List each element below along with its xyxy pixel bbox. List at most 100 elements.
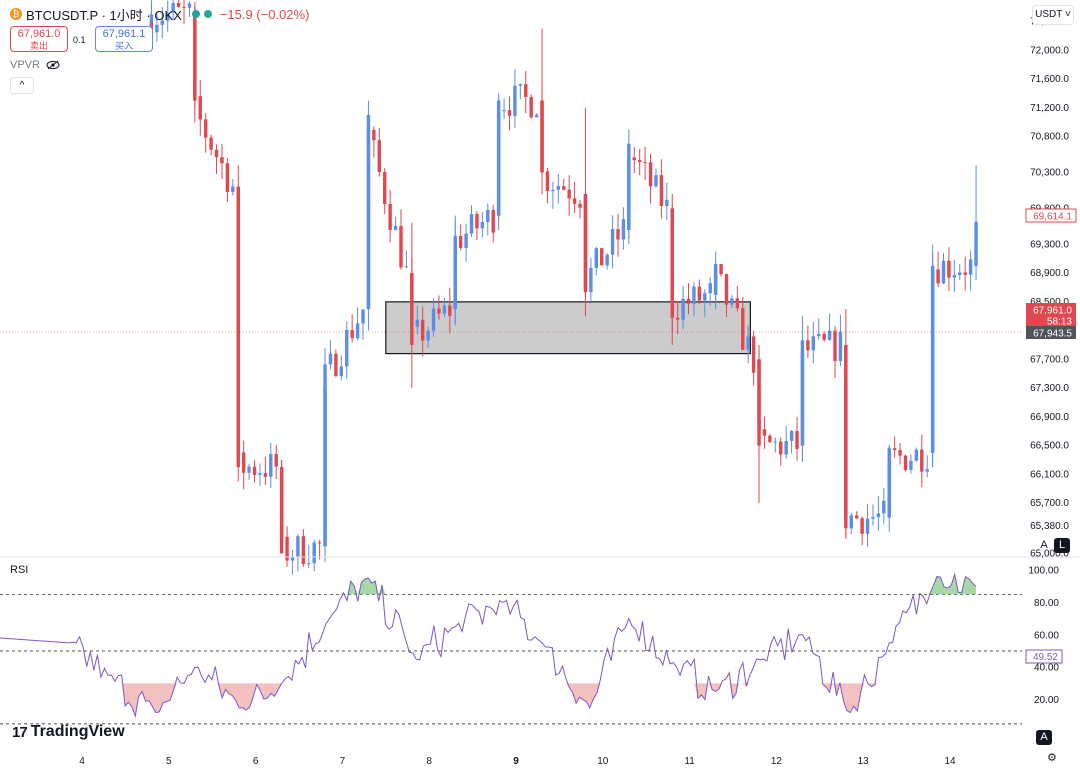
candle-body xyxy=(247,466,251,473)
indicator-vpvr[interactable]: VPVR xyxy=(10,59,60,71)
candle-body xyxy=(616,229,620,240)
rsi-last-value-label: 49.52 xyxy=(1033,652,1058,663)
candle-body xyxy=(925,469,929,472)
log-scale-button[interactable]: L xyxy=(1054,538,1070,553)
rsi-oversold-fill xyxy=(579,683,583,700)
rsi-overbought-fill xyxy=(350,581,355,595)
rsi-oversold-fill xyxy=(572,683,577,704)
candle-body xyxy=(675,317,680,320)
rsi-oversold-fill xyxy=(152,683,156,713)
rsi-last-value-box xyxy=(1025,649,1063,664)
candle-body xyxy=(545,171,550,192)
rsi-oversold-fill xyxy=(593,683,597,700)
rsi-line xyxy=(0,572,977,719)
candle-body xyxy=(898,450,902,456)
candle-body xyxy=(610,229,615,255)
candle-body xyxy=(214,149,219,158)
candle-body xyxy=(708,283,712,294)
rsi-overbought-fill xyxy=(936,576,941,595)
rsi-oversold-fill xyxy=(169,683,174,701)
sell-button[interactable]: 67,961.0 卖出 xyxy=(10,26,68,52)
candle-body xyxy=(155,24,159,33)
candle-body xyxy=(583,194,588,288)
candle-body xyxy=(876,513,881,518)
candle-body xyxy=(551,189,555,192)
candle-body xyxy=(518,84,523,86)
candle-body xyxy=(909,460,913,470)
candle-body xyxy=(865,518,870,534)
candles xyxy=(149,0,978,575)
chart-header: ₿ BTCUSDT.P · 1小时 · OKX −15.9 (−0.02%) xyxy=(10,5,309,23)
candle-body xyxy=(637,160,642,163)
tradingview-mark-icon: 17 xyxy=(12,723,28,741)
candle-body xyxy=(854,515,859,519)
candle-body xyxy=(806,340,810,351)
tradingview-logo[interactable]: 17 TradingView xyxy=(12,723,125,741)
candle-body xyxy=(258,473,262,475)
candle-body xyxy=(285,536,289,561)
eye-hidden-icon[interactable] xyxy=(46,60,60,70)
rsi-oversold-fill xyxy=(569,683,573,693)
time-axis[interactable]: 4 5 6 7 8 9 10 11 12 13 14 xyxy=(79,756,956,767)
candle-body xyxy=(393,225,398,230)
candle-body xyxy=(480,222,485,229)
candle-body xyxy=(621,219,626,240)
candle-body xyxy=(231,186,235,192)
sell-label: 卖出 xyxy=(29,41,48,51)
candle-body xyxy=(751,336,756,373)
price-tick-label: 72,000.0 xyxy=(1030,45,1069,56)
candle-body xyxy=(502,110,506,112)
candle-body xyxy=(198,96,202,120)
rsi-overbought-fill xyxy=(347,581,351,595)
candle-body xyxy=(442,305,447,314)
candle-body xyxy=(681,298,685,320)
price-tick-label: 70,800.0 xyxy=(1030,132,1069,143)
price-tick-label: 71,200.0 xyxy=(1030,103,1069,114)
candle-body xyxy=(686,298,691,304)
candle-body xyxy=(437,308,441,314)
buy-button[interactable]: 67,961.1 买入 xyxy=(95,26,153,52)
candle-body xyxy=(388,204,392,230)
candle-body xyxy=(849,515,853,529)
collapse-button[interactable]: ^ xyxy=(10,77,34,94)
zone-rect[interactable] xyxy=(385,301,751,355)
candle-body xyxy=(860,518,864,534)
rsi-oversold-fill xyxy=(732,683,737,699)
candle-body xyxy=(274,454,278,467)
prev-close-label: 69,614.1 xyxy=(1033,212,1072,223)
time-tick-label: 5 xyxy=(166,756,172,767)
currency-selector[interactable]: USDT ˅ xyxy=(1032,5,1074,25)
candle-body xyxy=(600,248,604,266)
auto-scale-button[interactable]: A xyxy=(1040,539,1048,551)
candle-body xyxy=(361,309,365,324)
candle-body xyxy=(263,473,268,477)
rsi-overbought-fill xyxy=(965,576,969,595)
price-tick-label: 68,900.0 xyxy=(1030,268,1069,279)
rsi-auto-scale-button[interactable]: A xyxy=(1036,730,1052,745)
rsi-oversold-fill xyxy=(246,683,250,711)
candle-body xyxy=(507,110,512,116)
rsi-oversold-fill xyxy=(263,683,268,700)
candle-body xyxy=(654,175,658,187)
candle-body xyxy=(572,198,577,204)
candle-body xyxy=(296,536,300,557)
countdown-label: 58:13 xyxy=(1047,317,1072,328)
symbol-title[interactable]: BTCUSDT.P · 1小时 · OKX xyxy=(26,7,182,23)
candle-body xyxy=(307,563,311,565)
candle-body xyxy=(176,2,181,7)
rsi-overbought-fill xyxy=(375,581,379,595)
price-tick-label: 65,700.0 xyxy=(1030,498,1069,509)
rsi-overbought-fill xyxy=(354,585,358,595)
rsi-oversold-fill xyxy=(712,683,716,692)
rsi-oversold-fill xyxy=(215,683,219,685)
rsi-axis[interactable]: 100.00 80.00 60.00 40.00 20.00 49.52 xyxy=(1025,566,1063,707)
candle-body xyxy=(827,330,832,340)
highlight-zone[interactable] xyxy=(385,301,751,355)
rsi-overbought-fill xyxy=(933,576,937,595)
rsi-oversold-fill xyxy=(742,683,747,687)
rsi-tick-label: 60.00 xyxy=(1034,630,1059,641)
price-axis[interactable]: 72,400.072,000.071,600.071,200.070,800.0… xyxy=(1030,17,1069,560)
candle-body xyxy=(355,323,360,339)
gear-icon[interactable]: ⚙ xyxy=(1047,752,1057,764)
